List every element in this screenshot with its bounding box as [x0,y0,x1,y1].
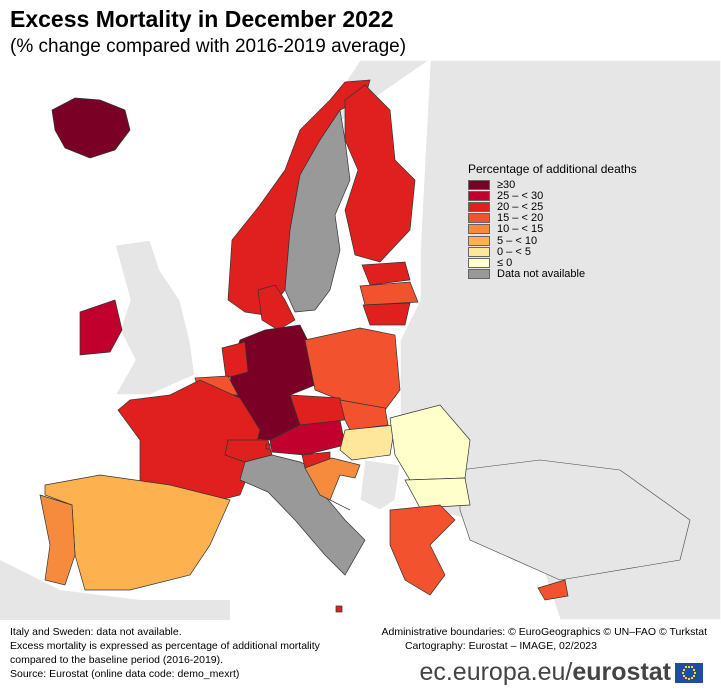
country-italy [239,454,366,576]
legend-item: Data not available [468,268,637,281]
footnotes: Italy and Sweden: data not available. Ex… [10,625,320,681]
cartography-credit: Cartography: Eurostat – IMAGE, 02/2023 [404,640,597,652]
legend-item: 0 – < 5 [468,245,637,258]
legend-label: Data not available [497,268,586,281]
country-malta [335,605,343,613]
map-title: Excess Mortality in December 2022 [10,6,394,32]
legend: Percentage of additional deaths ≥30 25 – … [468,162,637,280]
legend-item: 20 – < 25 [468,200,637,213]
legend-item: 15 – < 20 [468,212,637,225]
country-denmark [257,284,296,331]
eu-flag-icon [675,662,703,683]
country-lithuania [362,302,411,326]
country-iceland [51,97,131,159]
note: Italy and Sweden: data not available. [10,626,182,638]
country-liechtenstein [265,443,271,450]
country-portugal [39,494,76,586]
legend-label: 20 – < 25 [497,200,544,213]
country-czechia [289,394,346,426]
legend-label: 15 – < 20 [497,212,544,225]
brand-prefix: ec.europa.eu/ [419,658,573,686]
legend-item: ≤ 0 [468,256,637,269]
legend-label: 5 – < 10 [497,234,538,247]
country-france [117,379,261,506]
legend-item: 5 – < 10 [468,234,637,247]
legend-swatch [468,201,490,212]
legend-label: ≤ 0 [497,256,513,269]
legend-label: 0 – < 5 [497,245,531,258]
map-subtitle: (% change compared with 2016-2019 averag… [10,36,407,57]
country-estonia [361,261,411,286]
country-hungary [339,424,396,461]
legend-title: Percentage of additional deaths [468,162,637,176]
note: Excess mortality is expressed as percent… [10,640,320,652]
non-eu-land [0,58,721,621]
legend-swatch [468,179,490,190]
brand-name: eurostat [572,658,671,686]
note: compared to the baseline period (2016-20… [10,654,224,666]
country-poland [304,327,401,411]
legend-swatch [468,246,490,257]
country-latvia [359,281,419,306]
legend-label: ≥30 [497,178,516,191]
country-netherlands [221,341,249,379]
legend-swatch [468,213,490,224]
country-cyprus [537,579,569,601]
legend-swatch [468,235,490,246]
country-finland [344,84,416,263]
legend-swatch [468,269,490,280]
legend-label: 25 – < 30 [497,189,544,202]
legend-label: 10 – < 15 [497,223,544,236]
credits: Administrative boundaries: © EuroGeograp… [381,625,707,653]
source-note: Source: Eurostat (online data code: demo… [10,668,240,680]
eurostat-logo[interactable]: ec.europa.eu/eurostat [419,658,703,687]
country-sweden [284,109,351,313]
legend-item: 10 – < 15 [468,223,637,236]
legend-swatch [468,224,490,235]
legend-item: ≥30 [468,178,637,191]
country-bulgaria [404,477,471,509]
country-croatia [304,457,361,511]
country-ireland [79,299,123,356]
legend-swatch [468,190,490,201]
legend-swatch [468,257,490,268]
country-greece [389,504,456,596]
legend-item: 25 – < 30 [468,189,637,202]
boundaries-credit: Administrative boundaries: © EuroGeograp… [381,626,707,638]
